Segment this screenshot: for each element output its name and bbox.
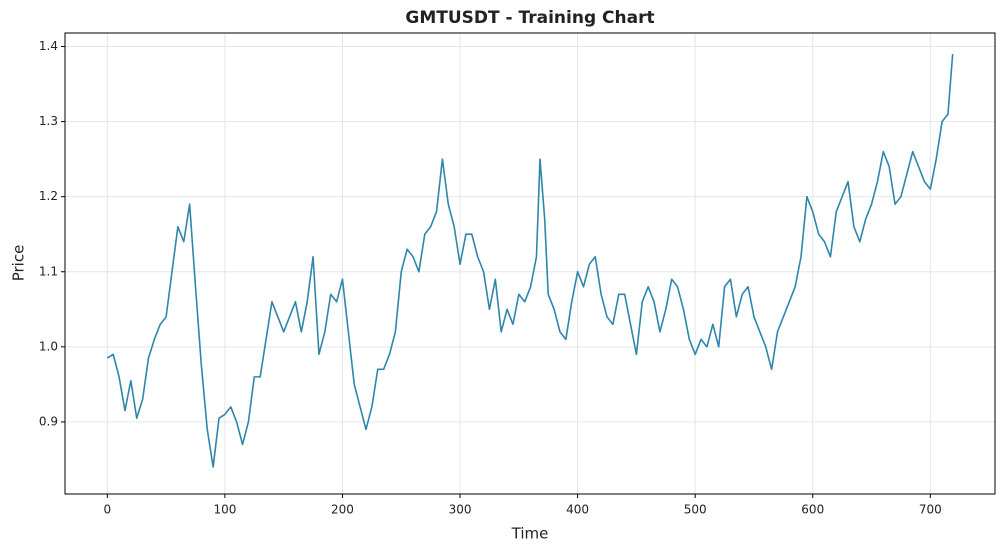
x-tick-label: 100	[213, 503, 236, 517]
x-tick-label: 600	[801, 503, 824, 517]
x-tick-label: 700	[919, 503, 942, 517]
y-tick-label: 0.9	[39, 414, 58, 428]
chart-title: GMTUSDT - Training Chart	[405, 8, 654, 28]
x-tick-label: 200	[331, 503, 354, 517]
y-axis-label: Price	[10, 245, 28, 282]
y-tick-label: 1.4	[39, 39, 58, 53]
x-tick-label: 300	[449, 503, 472, 517]
y-tick-label: 1.2	[39, 189, 58, 203]
x-tick-label: 0	[104, 503, 112, 517]
plot-frame	[64, 32, 996, 495]
y-tick-label: 1.0	[39, 339, 58, 353]
price-line	[106, 53, 954, 468]
y-tick-label: 1.1	[39, 264, 58, 278]
x-tick-label: 500	[684, 503, 707, 517]
x-tick-label: 400	[566, 503, 589, 517]
y-tick-label: 1.3	[39, 114, 58, 128]
x-axis-label: Time	[511, 525, 549, 543]
